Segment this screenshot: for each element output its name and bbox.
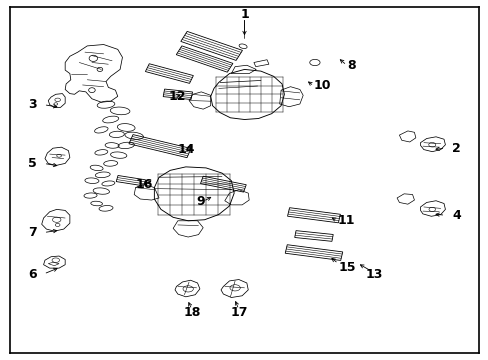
Text: 12: 12: [168, 90, 185, 103]
Text: 7: 7: [28, 226, 37, 239]
Text: 9: 9: [196, 195, 205, 208]
Text: 6: 6: [28, 267, 37, 280]
Text: 13: 13: [365, 267, 382, 280]
Text: 11: 11: [337, 214, 354, 227]
Text: 17: 17: [230, 306, 247, 319]
Text: 18: 18: [183, 306, 200, 319]
Text: 4: 4: [451, 209, 460, 222]
Text: 2: 2: [451, 142, 460, 155]
Text: 16: 16: [135, 177, 153, 191]
Text: 8: 8: [346, 59, 355, 72]
Text: 5: 5: [28, 157, 37, 170]
Text: 1: 1: [240, 8, 248, 21]
Text: 10: 10: [313, 80, 331, 93]
Text: 3: 3: [28, 98, 37, 111]
Text: 14: 14: [178, 143, 195, 156]
Text: 15: 15: [338, 261, 355, 274]
